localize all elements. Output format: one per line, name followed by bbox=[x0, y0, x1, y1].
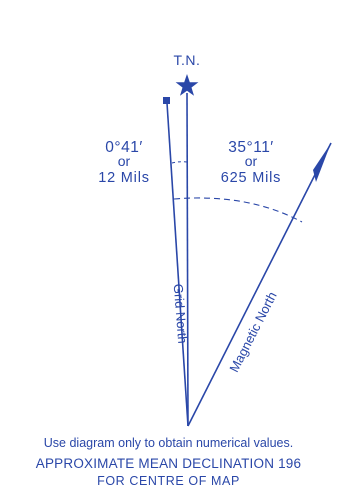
usage-note: Use diagram only to obtain numerical val… bbox=[43, 436, 294, 450]
magnetic-north-arrow-icon bbox=[313, 143, 331, 182]
true-north-line bbox=[186, 92, 189, 427]
magnetic-angle-or: or bbox=[245, 153, 258, 169]
declination-title: APPROXIMATE MEAN DECLINATION 196 bbox=[35, 456, 302, 471]
magnetic-angle-arc bbox=[173, 197, 303, 223]
grid-north-square-icon bbox=[163, 97, 170, 104]
grid-north-label: Grid North bbox=[171, 283, 191, 344]
grid-north-line bbox=[166, 102, 189, 427]
magnetic-angle-mils: 625 Mils bbox=[221, 170, 281, 186]
magnetic-north-label: Magnetic North bbox=[226, 289, 279, 374]
true-north-label: T.N. bbox=[174, 52, 201, 68]
magnetic-north-line bbox=[187, 142, 332, 427]
grid-angle-or: or bbox=[118, 153, 131, 169]
true-north-star-icon bbox=[175, 74, 199, 96]
declination-subtitle: FOR CENTRE OF MAP bbox=[97, 474, 240, 488]
grid-angle-arc bbox=[171, 161, 188, 164]
grid-angle-mils: 12 Mils bbox=[98, 170, 150, 186]
magnetic-angle-degrees: 35°11′ bbox=[228, 139, 273, 156]
grid-angle-degrees: 0°41′ bbox=[105, 139, 142, 156]
